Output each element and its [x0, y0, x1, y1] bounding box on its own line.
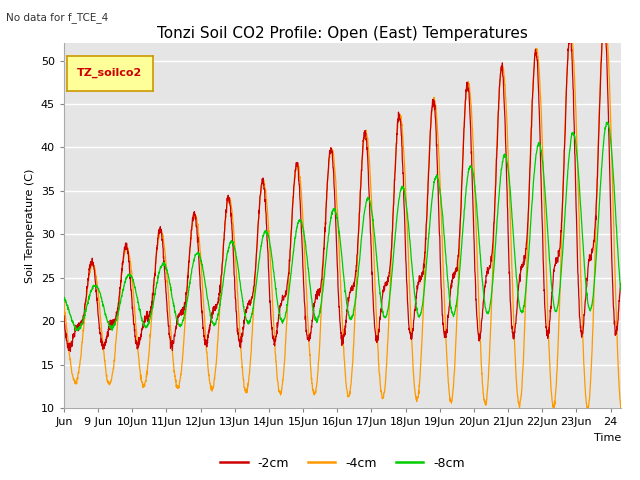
X-axis label: Time: Time — [593, 432, 621, 443]
Text: No data for f_TCE_4: No data for f_TCE_4 — [6, 12, 109, 23]
Y-axis label: Soil Temperature (C): Soil Temperature (C) — [26, 168, 35, 283]
Legend: -2cm, -4cm, -8cm: -2cm, -4cm, -8cm — [215, 452, 470, 475]
Title: Tonzi Soil CO2 Profile: Open (East) Temperatures: Tonzi Soil CO2 Profile: Open (East) Temp… — [157, 25, 528, 41]
